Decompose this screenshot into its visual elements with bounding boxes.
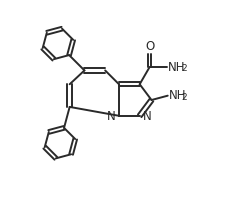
Text: O: O — [145, 40, 154, 53]
Text: 2: 2 — [181, 64, 187, 73]
Text: N: N — [143, 110, 151, 123]
Text: N: N — [107, 110, 116, 123]
Text: 2: 2 — [182, 93, 187, 102]
Text: NH: NH — [168, 61, 186, 74]
Text: NH: NH — [169, 89, 186, 102]
